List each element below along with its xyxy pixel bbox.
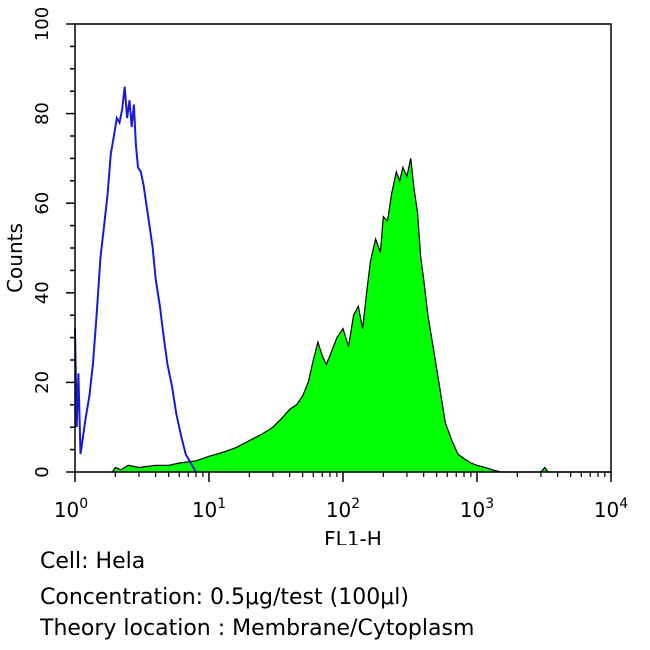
x-axis-label: FL1-H [324,527,382,545]
y-tick-label: 60 [32,192,53,215]
x-tick-label: 101 [192,496,226,522]
y-tick-label: 100 [32,7,53,41]
flow-cytometry-histogram: 0 20 40 60 80 100 100 101 102 103 104 FL1-H Counts [3,7,628,545]
y-tick-label: 20 [32,371,53,394]
series-fill-hela [112,158,612,472]
y-axis-label: Counts [3,223,27,293]
x-tick-label: 102 [326,496,360,522]
y-tick-label: 40 [32,281,53,304]
plot-area: 0 20 40 60 80 100 100 101 102 103 104 FL1-H Counts [3,7,628,545]
caption-cell: Cell: Hela [40,549,146,574]
x-tick-label: 100 [54,496,88,522]
x-tick-label: 104 [594,496,628,522]
caption-theory-location: Theory location : Membrane/Cytoplasm [40,616,475,641]
y-tick-label: 80 [32,102,53,125]
x-tick-label: 103 [460,496,494,522]
caption-concentration: Concentration: 0.5μg/test (100μl) [40,585,409,610]
series-outline-hela [111,158,611,473]
y-tick-label: 0 [32,466,53,477]
series-line-control [74,86,197,473]
